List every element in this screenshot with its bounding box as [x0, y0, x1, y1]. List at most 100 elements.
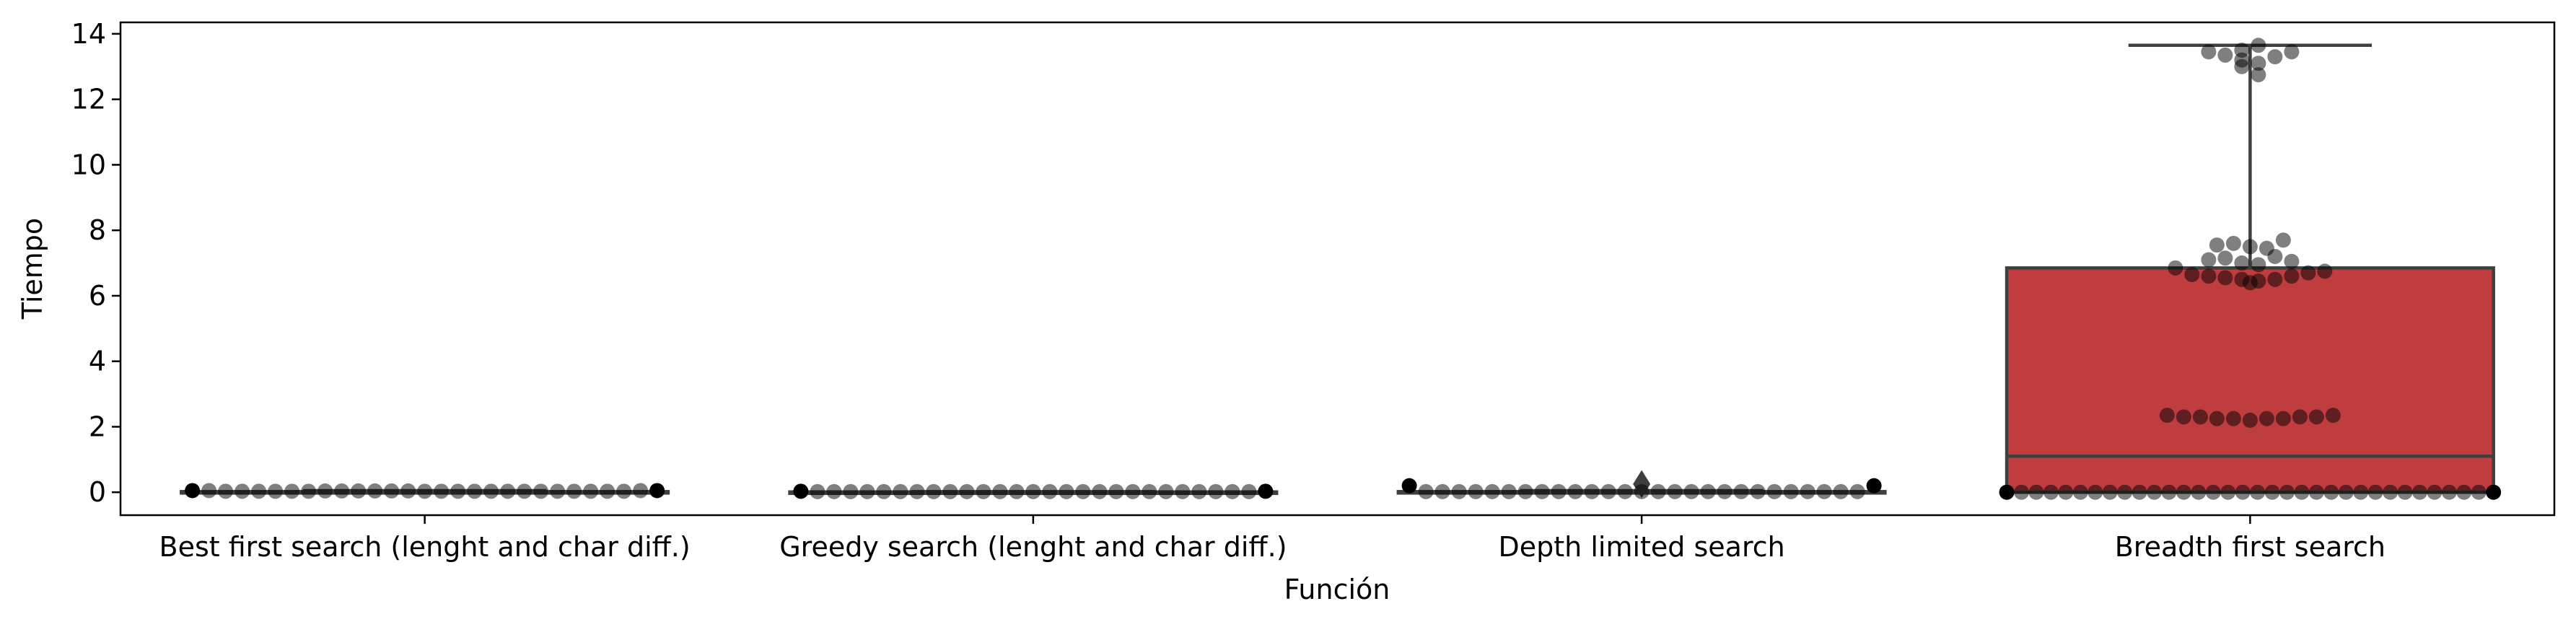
swarm-point: [583, 483, 599, 499]
y-axis-title: Tiempo: [17, 218, 48, 320]
swarm-group: [793, 483, 1274, 499]
swarm-point: [1617, 483, 1633, 499]
y-tick-label: 14: [71, 18, 106, 50]
swarm-point: [1717, 483, 1732, 499]
y-tick-label: 2: [89, 411, 106, 442]
box-group: [2005, 43, 2495, 494]
swarm-point: [1484, 483, 1500, 499]
swarm-point: [2242, 239, 2258, 255]
swarm-point: [1849, 483, 1865, 499]
swarm-point: [616, 483, 632, 499]
swarm-point: [1108, 483, 1124, 499]
swarm-point: [1434, 483, 1450, 499]
swarm-point: [893, 483, 908, 499]
swarm-point: [2176, 409, 2191, 425]
swarm-point: [2217, 250, 2233, 266]
swarm-point: [2209, 411, 2225, 426]
box-body: [2005, 266, 2495, 494]
swarm-point: [1667, 483, 1683, 499]
swarm-point: [2191, 484, 2207, 500]
swarm-point: [1241, 483, 1257, 499]
swarm-point: [317, 483, 333, 499]
swarm-point: [2235, 484, 2251, 500]
swarm-point: [1700, 483, 1716, 499]
swarm-point: [2072, 484, 2088, 500]
swarm-point: [566, 483, 582, 499]
swarm-point: [2338, 484, 2354, 500]
swarm-point: [550, 483, 566, 499]
swarm-point: [450, 483, 466, 499]
swarm-point: [2250, 484, 2266, 500]
swarm-point: [2043, 484, 2059, 500]
y-tick-label: 0: [89, 476, 106, 508]
swarm-point: [1451, 483, 1467, 499]
swarm-point: [2209, 237, 2225, 253]
swarm-point: [351, 483, 367, 499]
swarm-point: [2317, 263, 2333, 279]
swarm-point: [1816, 483, 1832, 499]
swarm-point: [2132, 484, 2147, 500]
swarm-point: [976, 483, 991, 499]
swarm-point: [2267, 271, 2283, 287]
swarm-point: [1225, 483, 1240, 499]
swarm-point: [2242, 412, 2258, 428]
swarm-group: [1401, 478, 1882, 499]
swarm-point: [2275, 232, 2291, 248]
swarm-point: [2102, 484, 2118, 500]
swarm-point: [517, 483, 533, 499]
swarm-point: [2264, 484, 2280, 500]
swarm-point: [2242, 275, 2258, 291]
swarm-point: [2323, 484, 2339, 500]
swarm-point: [2192, 409, 2208, 425]
plot-frame: [119, 21, 2556, 517]
swarm-point: [1059, 483, 1074, 499]
swarm-point: [235, 483, 250, 499]
swarm-point: [533, 483, 549, 499]
swarm-point: [284, 483, 300, 499]
swarm-point: [2284, 253, 2300, 269]
swarm-point: [2028, 484, 2044, 500]
swarm-point: [1208, 483, 1224, 499]
swarm-point: [1999, 484, 2015, 500]
x-tick-label: Breadth first search: [2115, 531, 2386, 563]
swarm-point: [2367, 484, 2383, 500]
swarm-point: [1866, 478, 1882, 494]
swarm-point: [2058, 484, 2074, 500]
swarm-point: [2441, 484, 2457, 500]
swarm-point: [1075, 483, 1091, 499]
swarm-point: [2234, 58, 2250, 74]
swarm-point: [1733, 483, 1749, 499]
swarm-point: [1042, 483, 1058, 499]
swarm-point: [2201, 268, 2217, 284]
swarm-point: [1501, 483, 1517, 499]
y-tick-label: 12: [71, 84, 106, 115]
swarm-point: [417, 483, 433, 499]
swarm-point: [2220, 484, 2236, 500]
swarm-point: [2294, 484, 2310, 500]
swarm-point: [2168, 260, 2183, 276]
swarm-point: [600, 483, 615, 499]
swarm-point: [2251, 67, 2266, 83]
swarm-point: [2308, 409, 2324, 425]
swarm-point: [2267, 248, 2283, 264]
swarm-point: [1783, 483, 1799, 499]
swarm-point: [483, 483, 499, 499]
swarm-point: [2292, 409, 2308, 425]
y-tick-label: 6: [89, 280, 106, 312]
swarm-point: [2225, 411, 2241, 426]
swarm-point: [2383, 484, 2398, 500]
swarm-point: [810, 483, 825, 499]
swarm-point: [2427, 484, 2443, 500]
swarm-point: [1600, 483, 1616, 499]
swarm-point: [2225, 235, 2241, 251]
swarm-point: [1517, 483, 1533, 499]
swarm-point: [1158, 483, 1174, 499]
swarm-point: [434, 483, 450, 499]
swarm-point: [992, 483, 1008, 499]
swarm-point: [826, 483, 842, 499]
swarm-point: [2201, 252, 2217, 268]
swarm-point: [2234, 255, 2250, 271]
swarm-point: [1634, 483, 1650, 499]
swarm-point: [942, 483, 958, 499]
swarm-point: [2251, 257, 2266, 273]
